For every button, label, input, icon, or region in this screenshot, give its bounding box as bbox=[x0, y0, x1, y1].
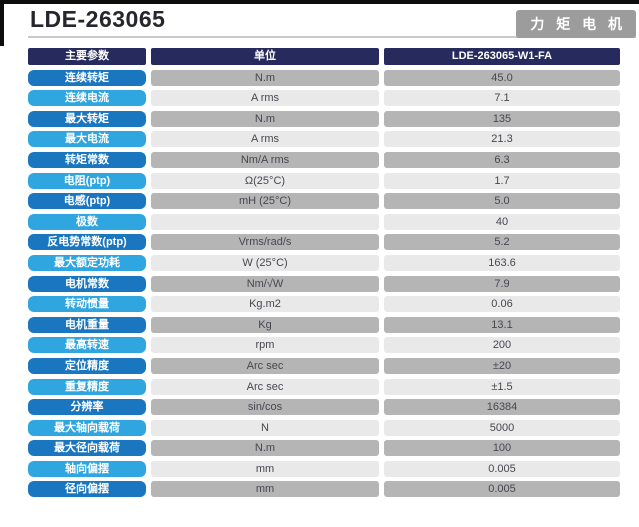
page-title: LDE-263065 bbox=[30, 6, 166, 32]
table-row: 最高转速 rpm 200 bbox=[28, 337, 620, 354]
value-cell: 0.06 bbox=[384, 296, 620, 313]
value-cell: 5.0 bbox=[384, 193, 620, 210]
table-row: 连续电流 A rms 7.1 bbox=[28, 90, 620, 107]
param-pill: 连续转矩 bbox=[28, 69, 146, 86]
table-row: 径向偏摆 mm 0.005 bbox=[28, 481, 620, 498]
value-cell: 100 bbox=[384, 440, 620, 457]
left-frame-bar bbox=[0, 0, 4, 46]
param-pill: 转动惯量 bbox=[28, 296, 146, 313]
table-row: 最大电流 A rms 21.3 bbox=[28, 131, 620, 148]
title-underline bbox=[28, 36, 636, 38]
unit-cell: sin/cos bbox=[151, 399, 379, 416]
table-row: 极数 40 bbox=[28, 213, 620, 230]
table-row: 最大额定功耗 W (25°C) 163.6 bbox=[28, 254, 620, 271]
motor-type-badge: 力 矩 电 机 bbox=[516, 10, 636, 38]
header-cell-model: LDE-263065-W1-FA bbox=[384, 48, 620, 65]
value-cell: 40 bbox=[384, 213, 620, 230]
unit-cell: mm bbox=[151, 481, 379, 498]
value-cell: 5000 bbox=[384, 419, 620, 436]
unit-cell: A rms bbox=[151, 90, 379, 107]
param-pill: 轴向偏摆 bbox=[28, 460, 146, 477]
table-row: 转矩常数 Nm/A rms 6.3 bbox=[28, 151, 620, 168]
param-pill: 最大额定功耗 bbox=[28, 254, 146, 271]
unit-cell: Vrms/rad/s bbox=[151, 234, 379, 251]
table-row: 重复精度 Arc sec ±1.5 bbox=[28, 378, 620, 395]
unit-cell: Kg.m2 bbox=[151, 296, 379, 313]
unit-cell: Kg bbox=[151, 316, 379, 333]
param-pill: 定位精度 bbox=[28, 357, 146, 374]
param-pill: 最大电流 bbox=[28, 131, 146, 148]
param-pill: 极数 bbox=[28, 213, 146, 230]
table-row: 电感(ptp) mH (25°C) 5.0 bbox=[28, 193, 620, 210]
param-pill: 转矩常数 bbox=[28, 151, 146, 168]
param-pill: 电阻(ptp) bbox=[28, 172, 146, 189]
unit-cell: Nm/A rms bbox=[151, 151, 379, 168]
unit-cell: Arc sec bbox=[151, 378, 379, 395]
unit-cell: N.m bbox=[151, 110, 379, 127]
param-pill: 连续电流 bbox=[28, 90, 146, 107]
table-row: 分辨率 sin/cos 16384 bbox=[28, 399, 620, 416]
table-row: 连续转矩 N.m 45.0 bbox=[28, 69, 620, 86]
spec-table-body: 连续转矩 N.m 45.0 连续电流 A rms 7.1 最大转矩 N.m 13… bbox=[28, 69, 620, 498]
param-pill: 最高转速 bbox=[28, 337, 146, 354]
unit-cell: N.m bbox=[151, 69, 379, 86]
value-cell: 21.3 bbox=[384, 131, 620, 148]
value-cell: 200 bbox=[384, 337, 620, 354]
param-pill: 径向偏摆 bbox=[28, 481, 146, 498]
param-pill: 最大转矩 bbox=[28, 110, 146, 127]
unit-cell: mm bbox=[151, 460, 379, 477]
table-row: 电阻(ptp) Ω(25°C) 1.7 bbox=[28, 172, 620, 189]
param-pill: 电机重量 bbox=[28, 316, 146, 333]
value-cell: 7.1 bbox=[384, 90, 620, 107]
unit-cell: W (25°C) bbox=[151, 254, 379, 271]
unit-cell: Ω(25°C) bbox=[151, 172, 379, 189]
unit-cell bbox=[151, 213, 379, 230]
value-cell: 5.2 bbox=[384, 234, 620, 251]
unit-cell: rpm bbox=[151, 337, 379, 354]
param-pill: 最大径向载荷 bbox=[28, 440, 146, 457]
table-row: 最大径向载荷 N.m 100 bbox=[28, 440, 620, 457]
unit-cell: N bbox=[151, 419, 379, 436]
value-cell: 6.3 bbox=[384, 151, 620, 168]
param-pill: 反电势常数(ptp) bbox=[28, 234, 146, 251]
value-cell: 0.005 bbox=[384, 481, 620, 498]
table-row: 转动惯量 Kg.m2 0.06 bbox=[28, 296, 620, 313]
unit-cell: Arc sec bbox=[151, 357, 379, 374]
value-cell: ±1.5 bbox=[384, 378, 620, 395]
value-cell: 135 bbox=[384, 110, 620, 127]
param-pill: 电机常数 bbox=[28, 275, 146, 292]
table-row: 最大轴向载荷 N 5000 bbox=[28, 419, 620, 436]
table-header-row: 主要参数 单位 LDE-263065-W1-FA bbox=[28, 48, 620, 65]
table-row: 定位精度 Arc sec ±20 bbox=[28, 357, 620, 374]
top-frame-bar bbox=[0, 0, 639, 4]
table-row: 轴向偏摆 mm 0.005 bbox=[28, 460, 620, 477]
table-row: 反电势常数(ptp) Vrms/rad/s 5.2 bbox=[28, 234, 620, 251]
param-pill: 重复精度 bbox=[28, 378, 146, 395]
value-cell: 163.6 bbox=[384, 254, 620, 271]
value-cell: 1.7 bbox=[384, 172, 620, 189]
spec-table: 主要参数 单位 LDE-263065-W1-FA 连续转矩 N.m 45.0 连… bbox=[28, 48, 620, 498]
param-pill: 最大轴向载荷 bbox=[28, 419, 146, 436]
header-cell-unit: 单位 bbox=[151, 48, 379, 65]
value-cell: 13.1 bbox=[384, 316, 620, 333]
unit-cell: mH (25°C) bbox=[151, 193, 379, 210]
table-row: 电机重量 Kg 13.1 bbox=[28, 316, 620, 333]
param-pill: 分辨率 bbox=[28, 399, 146, 416]
value-cell: 7.9 bbox=[384, 275, 620, 292]
unit-cell: N.m bbox=[151, 440, 379, 457]
table-row: 最大转矩 N.m 135 bbox=[28, 110, 620, 127]
param-pill: 电感(ptp) bbox=[28, 193, 146, 210]
value-cell: 45.0 bbox=[384, 69, 620, 86]
unit-cell: A rms bbox=[151, 131, 379, 148]
table-row: 电机常数 Nm/√W 7.9 bbox=[28, 275, 620, 292]
unit-cell: Nm/√W bbox=[151, 275, 379, 292]
header-cell-parameter: 主要参数 bbox=[28, 48, 146, 65]
value-cell: 16384 bbox=[384, 399, 620, 416]
value-cell: ±20 bbox=[384, 357, 620, 374]
value-cell: 0.005 bbox=[384, 460, 620, 477]
